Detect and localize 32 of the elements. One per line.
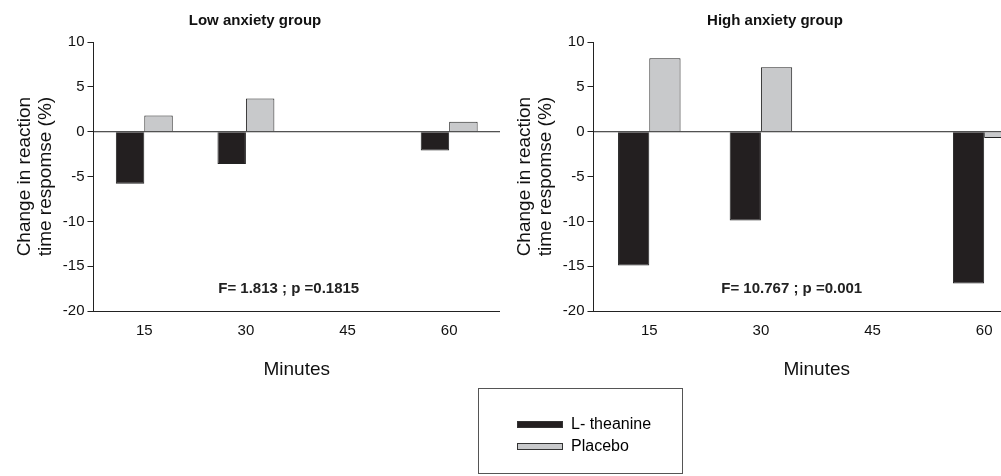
- y-tick-label: -15: [562, 256, 585, 274]
- x-tick-label: 30: [752, 321, 770, 339]
- y-tick-label: 5: [576, 77, 585, 95]
- y-axis-title: Change in reaction time respomse (%): [512, 96, 555, 257]
- y-tick-label: 10: [567, 32, 585, 50]
- legend-label: Placebo: [571, 437, 629, 455]
- y-tick-label: -5: [71, 166, 85, 184]
- chart-title: Low anxiety group: [188, 11, 322, 29]
- x-tick-label: 60: [440, 321, 458, 339]
- y-tick-label: -5: [571, 166, 585, 184]
- x-tick-label: 15: [640, 321, 658, 339]
- x-tick-label: 45: [339, 321, 356, 339]
- x-axis-title: Minutes: [783, 357, 851, 379]
- legend-label: L- theanine: [571, 415, 652, 433]
- x-tick-label: 15: [135, 321, 153, 339]
- y-tick-label: -10: [62, 211, 85, 229]
- y-tick-label: 10: [67, 32, 85, 50]
- y-tick-label: -20: [62, 301, 85, 319]
- y-tick-label: -20: [562, 301, 585, 319]
- y-tick-label: -10: [562, 211, 585, 229]
- chart-title: High anxiety group: [707, 11, 843, 29]
- y-axis-title: Change in reaction time respomse (%): [12, 96, 55, 257]
- y-tick-label: 0: [76, 121, 85, 139]
- y-tick-label: 5: [76, 77, 85, 95]
- y-tick-label: 0: [576, 121, 585, 139]
- annotation: F= 1.813 ; p =0.1815: [218, 278, 360, 296]
- x-tick-label: 60: [975, 321, 993, 339]
- x-tick-label: 30: [237, 321, 255, 339]
- x-axis-title: Minutes: [263, 357, 331, 379]
- annotation: F= 10.767 ; p =0.001: [721, 278, 863, 296]
- y-tick-label: -15: [62, 256, 85, 274]
- x-tick-label: 45: [864, 321, 881, 339]
